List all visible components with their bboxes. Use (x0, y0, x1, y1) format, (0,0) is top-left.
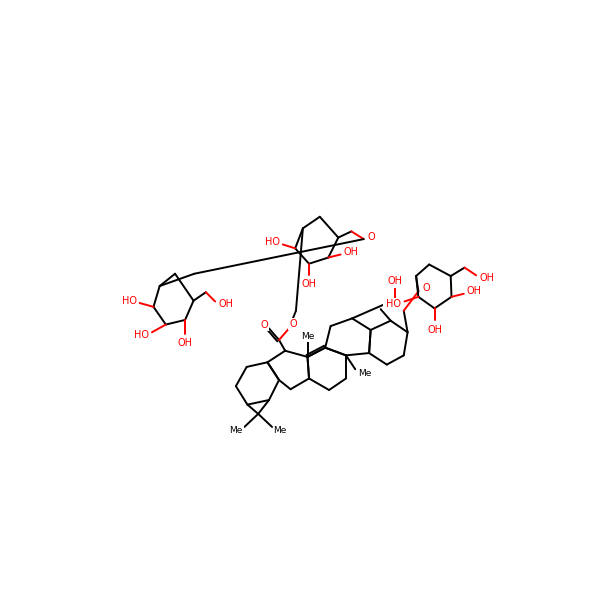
Text: OH: OH (219, 299, 234, 309)
Text: OH: OH (387, 277, 402, 286)
Text: O: O (289, 319, 296, 329)
Text: Me: Me (358, 370, 371, 379)
Text: Me: Me (301, 332, 314, 341)
Text: OH: OH (178, 338, 193, 349)
Text: Me: Me (384, 301, 397, 310)
Text: O: O (422, 283, 430, 293)
Text: OH: OH (427, 325, 442, 335)
Text: HO: HO (134, 329, 149, 340)
Text: OH: OH (302, 279, 317, 289)
Text: O: O (260, 320, 268, 329)
Text: HO: HO (265, 237, 280, 247)
Text: OH: OH (467, 286, 482, 296)
Text: OH: OH (344, 247, 359, 257)
Text: HO: HO (386, 299, 401, 309)
Text: OH: OH (480, 272, 495, 283)
Text: Me: Me (229, 425, 243, 434)
Text: O: O (368, 232, 375, 242)
Text: HO: HO (122, 296, 137, 305)
Text: Me: Me (274, 425, 287, 434)
